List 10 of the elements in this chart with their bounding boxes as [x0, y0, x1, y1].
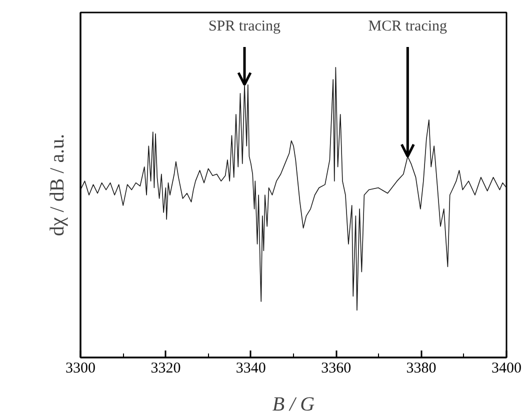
x-tick-label: 3380: [406, 360, 436, 376]
annotation: MCR tracing: [368, 18, 448, 34]
annotation: SPR tracing: [208, 18, 282, 34]
x-axis-title: B / G: [272, 394, 316, 416]
x-tick-label: 3340: [236, 360, 266, 376]
x-tick-label: 3400: [492, 360, 522, 376]
x-tick-label: 3300: [66, 360, 96, 376]
y-axis-title: dχ / dB / a.u.: [46, 134, 68, 236]
x-tick-label: 3360: [321, 360, 352, 376]
x-tick-label: 3320: [150, 360, 181, 376]
